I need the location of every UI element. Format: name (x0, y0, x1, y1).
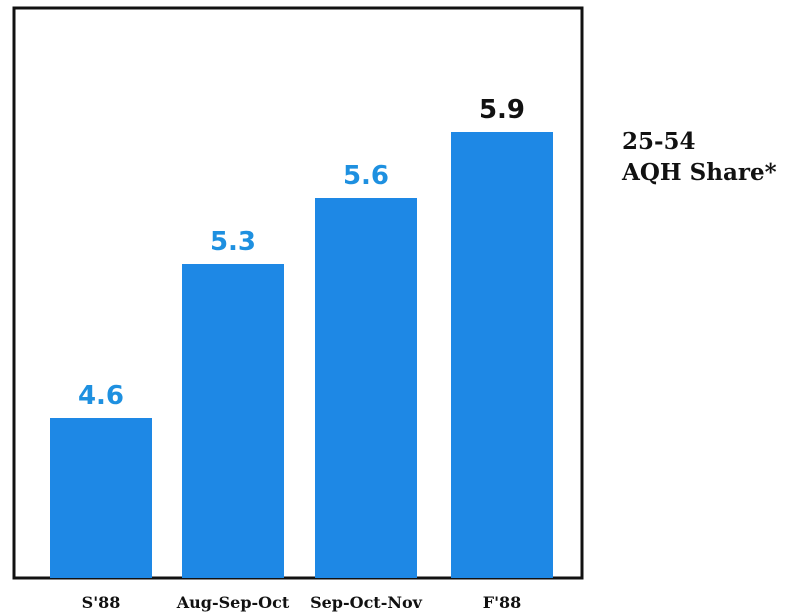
metric-label-line2: AQH Share* (622, 159, 777, 186)
category-label-2: Sep-Oct-Nov (310, 593, 423, 612)
bar-2 (315, 198, 417, 578)
bar-1 (182, 264, 284, 578)
category-labels-layer: S'88 Aug-Sep-Oct Sep-Oct-Nov F'88 (82, 593, 522, 612)
metric-label-line1: 25-54 (622, 128, 696, 155)
bar-3 (451, 132, 553, 578)
bar-0 (50, 418, 152, 578)
value-labels-layer: 4.6 5.3 5.6 5.9 (78, 95, 525, 411)
bars-layer (50, 132, 553, 578)
value-label-3: 5.9 (479, 95, 525, 125)
value-label-0: 4.6 (78, 381, 124, 411)
category-label-0: S'88 (82, 593, 121, 612)
value-label-1: 5.3 (210, 227, 256, 257)
category-label-1: Aug-Sep-Oct (176, 593, 290, 612)
metric-label: 25-54 AQH Share* (622, 126, 777, 188)
category-label-3: F'88 (483, 593, 522, 612)
value-label-2: 5.6 (343, 161, 389, 191)
